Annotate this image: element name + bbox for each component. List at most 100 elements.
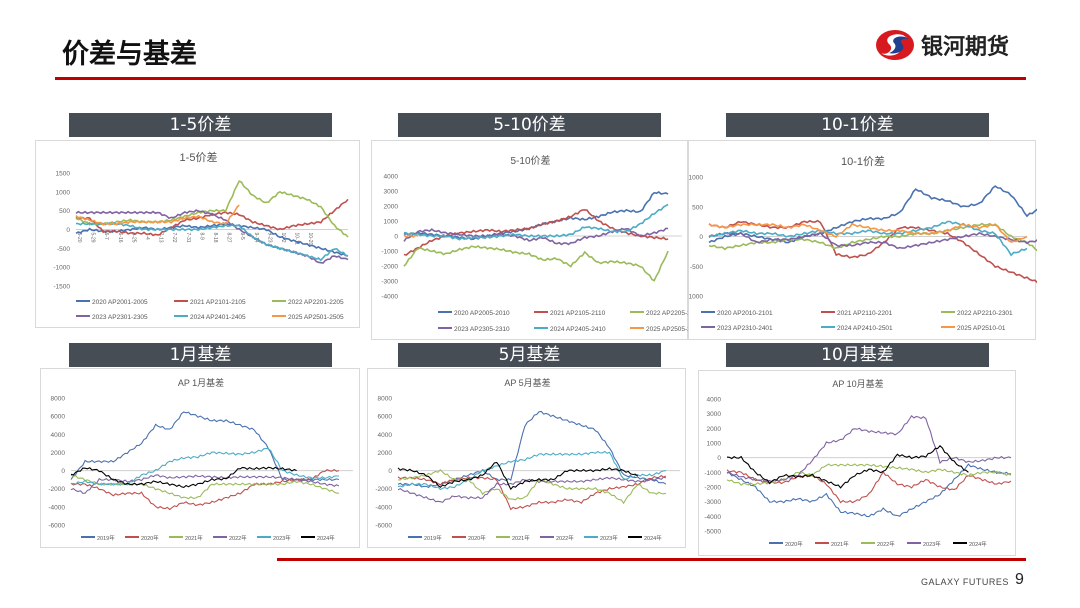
chart-title: 1-5价差 xyxy=(180,150,218,164)
y-tick-label: 4000 xyxy=(384,174,399,181)
chart-title: AP 10月基差 xyxy=(832,378,883,389)
galaxy-logo-icon xyxy=(876,30,914,60)
series-line xyxy=(397,410,667,489)
x-tick-label: 9-5 xyxy=(239,233,245,240)
legend-label: 2025 AP2510-01 xyxy=(957,325,1006,332)
series-line xyxy=(708,219,1037,284)
y-tick-label: 0 xyxy=(66,227,70,234)
y-tick-label: 8000 xyxy=(51,396,66,403)
series-line xyxy=(75,180,349,238)
section-header-may-basis: 5月基差 xyxy=(398,343,661,367)
y-tick-label: -1000 xyxy=(689,294,703,301)
chart-jan-basis: AP 1月基差 8000 6000 4000 2000 0 -2000 -4000 -6000 2… xyxy=(40,368,360,548)
chart-svg: 10-1价差 1000 500 0 -500 -1000 2020 AP2010-2101 2… xyxy=(689,154,1037,332)
y-tick-label: 4000 xyxy=(378,432,393,439)
series-line xyxy=(75,222,349,257)
y-tick-label: 0 xyxy=(61,468,65,475)
x-tick-label: 7-4 xyxy=(144,233,150,240)
legend-label: 2022 AP2210-2301 xyxy=(957,310,1013,317)
section-header-jan-basis: 1月基差 xyxy=(69,343,332,367)
section-header-1-5-spread: 1-5价差 xyxy=(69,113,332,137)
y-tick-label: 0 xyxy=(394,234,398,241)
series-line xyxy=(75,198,349,237)
x-tick-label: 7-22 xyxy=(171,233,177,243)
y-tick-label: -2000 xyxy=(48,486,65,493)
legend-label: 2021年 xyxy=(512,534,530,542)
legend-label: 2021年 xyxy=(831,540,849,548)
y-tick-label: -2000 xyxy=(381,264,398,271)
chart-may-basis: AP 5月基差 8000 6000 4000 2000 0 -2000 -4000 -6000 2… xyxy=(367,368,686,548)
x-tick-label: 7-13 xyxy=(158,233,164,243)
y-tick-label: -2000 xyxy=(375,486,392,493)
legend-label: 2021年 xyxy=(185,534,203,542)
legend-label: 2025 AP2505-2510 xyxy=(646,326,689,333)
series-line xyxy=(397,450,666,491)
legend-label: 2023 AP2305-2310 xyxy=(454,326,510,333)
footer-brand: GALAXY FUTURES xyxy=(921,577,1009,587)
legend-label: 2023 AP2310-2401 xyxy=(717,325,773,332)
chart-title: AP 1月基差 xyxy=(178,377,224,388)
y-tick-label: -1000 xyxy=(53,265,70,272)
x-tick-label: 9-14 xyxy=(253,233,259,243)
series-line xyxy=(708,185,1037,244)
y-tick-label: -1000 xyxy=(704,470,721,477)
series-line xyxy=(708,222,1028,243)
chart-title: AP 5月基差 xyxy=(504,377,550,388)
series-line xyxy=(397,476,667,503)
x-tick-label: 6-7 xyxy=(103,233,109,240)
chart-svg: AP 10月基差 4000 3000 2000 1000 0 -1000 -2000 -3000… xyxy=(704,378,1012,548)
y-tick-label: -6000 xyxy=(375,523,392,530)
y-tick-label: 1000 xyxy=(56,189,71,196)
y-tick-label: 1000 xyxy=(384,219,399,226)
series-line xyxy=(403,227,669,246)
y-tick-label: 8000 xyxy=(378,396,393,403)
legend-label: 2022 AP2205-2210 xyxy=(646,310,689,317)
y-tick-label: 500 xyxy=(692,204,703,211)
y-tick-label: 2000 xyxy=(51,450,66,457)
y-tick-label: 0 xyxy=(699,234,703,241)
series-line xyxy=(726,463,1012,518)
y-tick-label: -500 xyxy=(690,264,703,271)
series-line xyxy=(397,474,667,511)
footer-divider xyxy=(277,558,1026,561)
legend-label: 2022年 xyxy=(556,534,574,542)
legend-label: 2023 AP2301-2305 xyxy=(92,314,148,321)
legend-label: 2020 AP2005-2010 xyxy=(454,310,510,317)
page-title: 价差与基差 xyxy=(62,39,197,70)
section-header-10-1-spread: 10-1价差 xyxy=(726,113,989,137)
series-line xyxy=(403,203,669,241)
x-tick-label: 6-16 xyxy=(117,233,123,243)
y-tick-label: 2000 xyxy=(384,204,399,211)
y-tick-label: 6000 xyxy=(51,414,66,421)
y-tick-label: 1500 xyxy=(56,171,71,178)
legend-label: 2022年 xyxy=(229,534,247,542)
legend-label: 2020年 xyxy=(785,540,803,548)
y-tick-label: 1000 xyxy=(707,441,722,448)
y-tick-label: -3000 xyxy=(704,499,721,506)
y-tick-label: -2000 xyxy=(704,485,721,492)
legend-label: 2020年 xyxy=(141,534,159,542)
y-tick-label: 4000 xyxy=(707,397,722,404)
legend-label: 2020 AP2001-2005 xyxy=(92,299,148,306)
series-line xyxy=(726,469,1012,504)
legend-label: 2019年 xyxy=(97,534,115,542)
legend-label: 2023年 xyxy=(923,540,941,548)
series-line xyxy=(726,445,969,489)
series-line xyxy=(397,461,639,491)
legend-label: 2024年 xyxy=(644,534,662,542)
legend-label: 2019年 xyxy=(424,534,442,542)
chart-oct-basis: AP 10月基差 4000 3000 2000 1000 0 -1000 -2000 -3000… xyxy=(698,370,1016,556)
legend-label: 2024年 xyxy=(317,534,335,542)
legend-label: 2022 AP2201-2205 xyxy=(288,299,344,306)
x-tick-label: 8-9 xyxy=(198,233,204,240)
x-tick-label: 5-29 xyxy=(90,233,96,243)
y-tick-label: -4000 xyxy=(48,504,65,511)
chart-10-1-spread: 10-1价差 1000 500 0 -500 -1000 2020 AP2010-2101 2… xyxy=(688,140,1037,340)
series-line xyxy=(708,220,1028,257)
series-line xyxy=(75,222,349,262)
legend-label: 2020 AP2010-2101 xyxy=(717,310,773,317)
series-line xyxy=(70,474,340,494)
series-line xyxy=(398,469,667,505)
series-line xyxy=(708,231,1037,250)
